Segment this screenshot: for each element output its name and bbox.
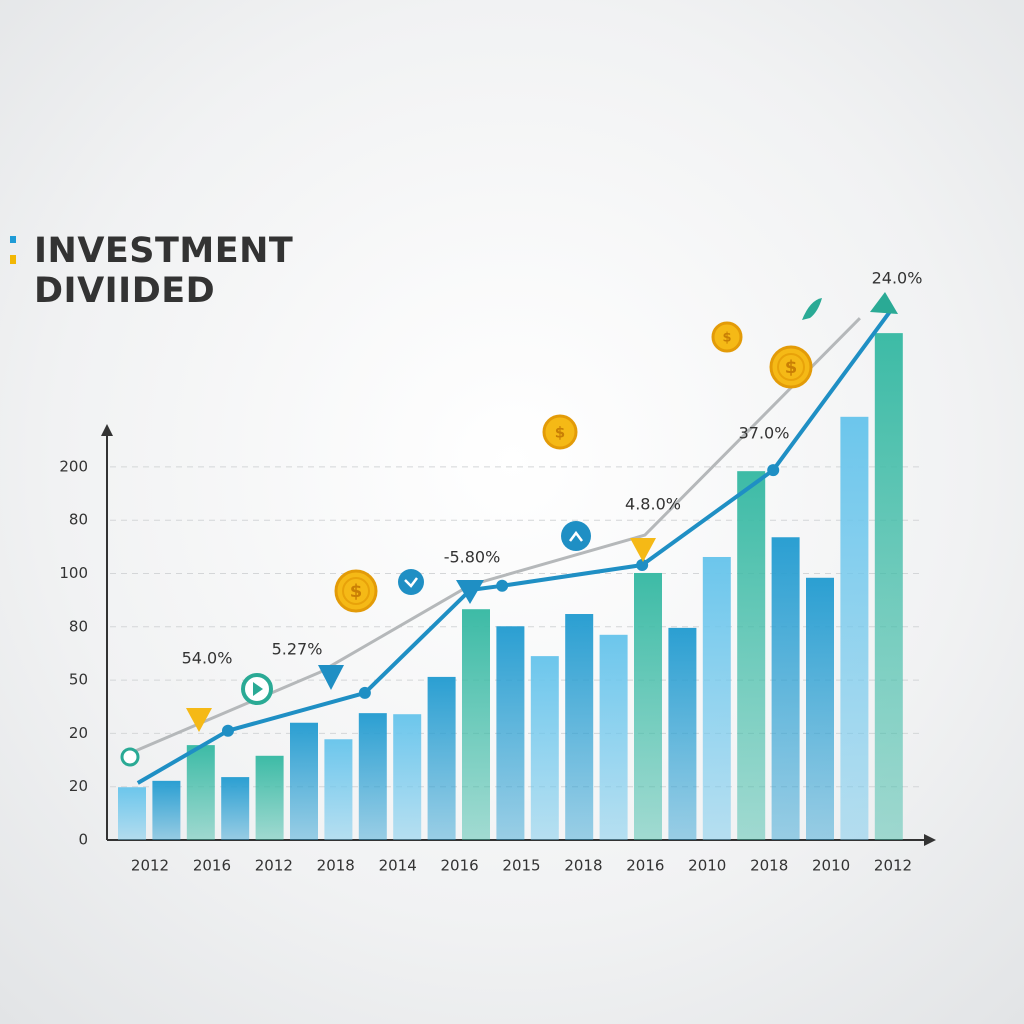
- chart-title: DIVIIDED: [34, 271, 215, 311]
- bar: [737, 471, 766, 840]
- bar: [462, 609, 490, 840]
- bar: [565, 614, 594, 840]
- marker-icon: [186, 708, 212, 732]
- x-tick-label: 2016: [440, 857, 478, 875]
- x-tick-label: 2012: [255, 857, 293, 875]
- marks: 0 20 20 50 80 100 80 200 2012 2016 2012 2018 2014 201…: [59, 269, 922, 875]
- line-point: [221, 724, 234, 737]
- y-tick-label: 200: [59, 457, 88, 475]
- x-tick-label: 2010: [812, 857, 850, 875]
- decorations: $ $ $ $: [120, 292, 898, 767]
- marker-icon: [120, 747, 140, 767]
- y-tick-label: 100: [59, 564, 88, 582]
- bar: [358, 713, 387, 840]
- bar: [118, 787, 146, 840]
- x-tick-label: 2014: [379, 857, 417, 875]
- title-accent: [10, 236, 16, 243]
- bar: [221, 777, 250, 840]
- x-tick-label: 2012: [131, 857, 169, 875]
- coin-icon: $: [769, 345, 813, 389]
- bar: [702, 556, 731, 840]
- bar: [668, 627, 697, 840]
- annotation: 5.27%: [272, 640, 323, 659]
- svg-text:$: $: [722, 331, 731, 346]
- annotation: 4.8.0%: [625, 495, 681, 514]
- x-tick-label: 2016: [626, 857, 664, 875]
- coin-icon: $: [711, 321, 743, 353]
- line-point: [767, 464, 780, 477]
- play-icon: [241, 673, 273, 705]
- y-tick-label: 80: [69, 617, 88, 635]
- y-tick-label: 50: [69, 671, 88, 689]
- bar: [530, 656, 559, 840]
- annotation: -5.80%: [444, 548, 501, 567]
- marker-icon: [318, 665, 344, 690]
- y-tick-label: 20: [69, 724, 88, 742]
- bar: [186, 745, 215, 840]
- svg-text:$: $: [350, 581, 363, 602]
- line-point: [496, 579, 509, 592]
- bar: [427, 676, 456, 840]
- y-tick-label: 20: [69, 777, 88, 795]
- bar: [152, 780, 181, 840]
- coin-icon: $: [542, 414, 578, 450]
- bar: [255, 755, 284, 840]
- x-tick-label: 2015: [502, 857, 540, 875]
- coin-icon: $: [334, 569, 378, 613]
- x-tick-label: 2016: [193, 857, 231, 875]
- x-tick-label: 2018: [317, 857, 355, 875]
- x-tick-label: 2012: [874, 857, 912, 875]
- line-point: [636, 558, 649, 571]
- arrowhead: [870, 292, 898, 314]
- bar: [874, 333, 903, 840]
- marker-icon: [630, 538, 656, 562]
- y-tick-label: 80: [69, 511, 88, 529]
- up-icon: [561, 521, 591, 551]
- svg-text:$: $: [555, 424, 565, 442]
- svg-text:$: $: [785, 357, 798, 378]
- x-tick-label: 2010: [688, 857, 726, 875]
- annotation: 54.0%: [182, 649, 233, 668]
- bar: [496, 626, 525, 840]
- x-tick-label: 2018: [750, 857, 788, 875]
- annotation: 24.0%: [872, 269, 923, 288]
- bar: [599, 634, 628, 840]
- bar: [324, 739, 353, 840]
- y-tick-label: 0: [78, 831, 88, 849]
- x-tick-label: 2018: [564, 857, 602, 875]
- bar: [290, 722, 318, 840]
- check-icon: [398, 569, 424, 595]
- bar: [634, 572, 662, 840]
- bar: [806, 577, 834, 840]
- line-series: [136, 310, 892, 785]
- bar: [393, 714, 422, 840]
- marker-icon: [456, 580, 484, 604]
- chart-title: INVESTMENT: [34, 231, 293, 271]
- line-point: [358, 686, 371, 699]
- bar: [771, 537, 800, 840]
- leaf-icon: [802, 298, 822, 320]
- bar: [840, 416, 869, 840]
- title-accent: [10, 255, 16, 264]
- annotation: 37.0%: [739, 424, 790, 443]
